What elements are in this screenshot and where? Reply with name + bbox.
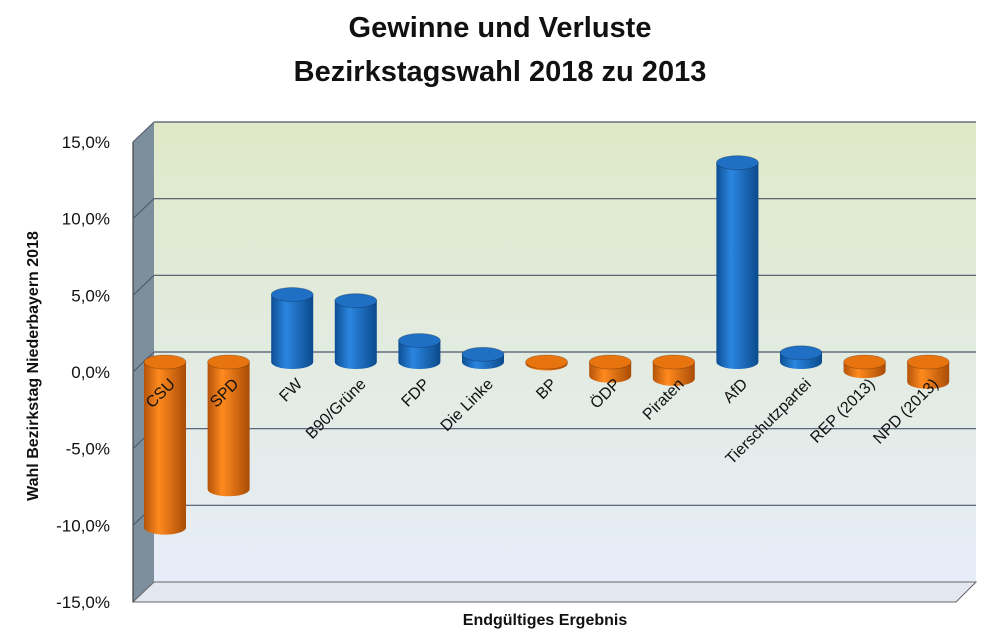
y-tick-label: -15,0%: [56, 593, 110, 612]
bar: [906, 354, 950, 389]
bar-body: [334, 300, 377, 369]
bar: [716, 155, 759, 369]
bar: [461, 346, 505, 369]
bar-cap: [270, 287, 314, 302]
gridline-depth: [132, 274, 155, 296]
bar-cap: [143, 354, 187, 370]
bar-body: [271, 294, 314, 369]
chart-title: Gewinne und Verluste Bezirkstagswahl 201…: [0, 6, 1000, 94]
y-tick-label: 15,0%: [62, 133, 110, 152]
bar-body: [207, 362, 250, 497]
y-tick-label: -10,0%: [56, 516, 110, 535]
bar: [843, 354, 886, 379]
gridlines: [132, 121, 976, 526]
y-tick-labels: 15,0% 10,0% 5,0% 0,0% -5,0% -10,0% -15,0%: [56, 133, 110, 612]
chart-title-line-2: Bezirkstagswahl 2018 zu 2013: [293, 56, 707, 88]
bar: [652, 354, 696, 386]
bar-cap: [525, 354, 568, 370]
bar: [525, 354, 568, 371]
y-tick-label: -5,0%: [66, 440, 110, 459]
bar-cap: [588, 354, 632, 370]
bar: [143, 354, 187, 535]
y-tick-label: 10,0%: [62, 210, 110, 229]
bar: [270, 287, 314, 369]
bar-cap: [652, 354, 696, 370]
bar-cap: [207, 354, 251, 370]
bar: [779, 345, 823, 369]
bar-body: [907, 362, 950, 389]
bar: [207, 354, 251, 497]
y-tick-label: 0,0%: [71, 363, 110, 382]
bar-cap: [779, 345, 823, 361]
y-axis-title: Wahl Bezirkstag Niederbayern 2018: [25, 231, 42, 501]
bar-cap: [461, 346, 505, 362]
chart-title-line-1: Gewinne und Verluste: [348, 12, 652, 44]
bar: [397, 333, 441, 369]
bar-cap: [716, 155, 759, 171]
x-axis-title: Endgültiges Ergebnis: [463, 612, 628, 629]
bar-cap: [397, 333, 441, 348]
gridline-depth: [132, 351, 155, 373]
gridline-depth: [132, 121, 155, 143]
plot-floor: [131, 581, 978, 603]
bar-cap: [334, 293, 378, 309]
gridline-depth: [132, 198, 155, 220]
y-tick-label: 5,0%: [71, 286, 110, 305]
bar-cap: [843, 354, 886, 370]
bar: [334, 293, 378, 369]
bars: [143, 155, 950, 535]
bar-body: [716, 162, 759, 369]
bar-cap: [906, 354, 950, 370]
bar-body: [144, 362, 186, 535]
bar-body: [398, 340, 441, 369]
bar: [588, 354, 632, 383]
